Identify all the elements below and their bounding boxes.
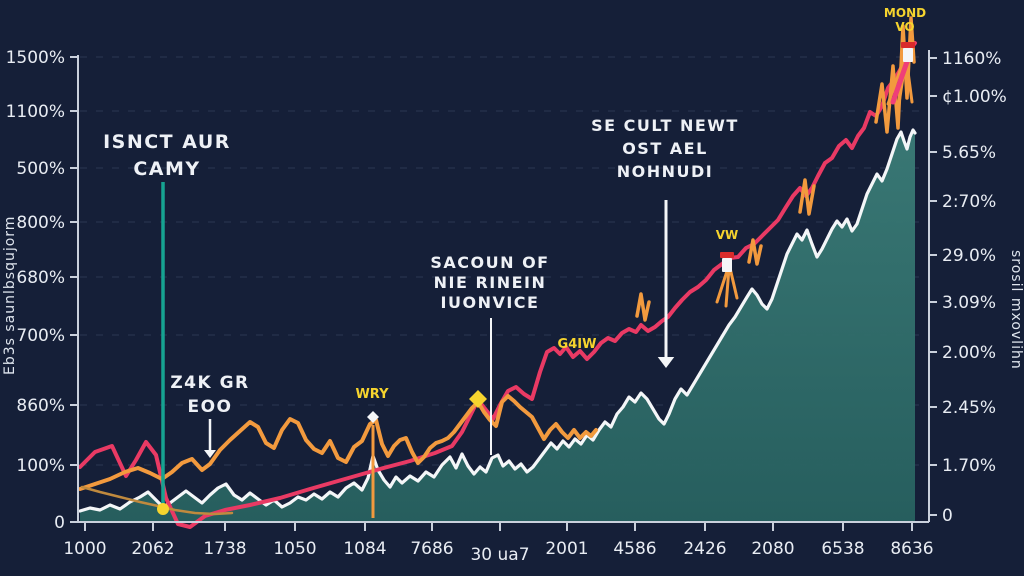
arrow-gr-head [204,450,216,458]
right-tick-label: 3.09% [942,293,996,313]
pink-arrow-stroke [890,53,912,105]
right-tick-label: 2.00% [942,343,996,363]
left-tick-label: 860% [16,396,65,416]
right-tick-label: 1.70% [942,456,996,476]
vw-flag-cap [720,252,734,258]
right-tick-label: 5.65% [942,143,996,163]
right-tick-label: ¢1.00% [942,87,1007,107]
flame-segment [798,178,816,216]
left-tick-label: 0 [54,513,65,533]
crimson-line [78,41,917,529]
orange-stroke [886,60,905,106]
right-axis-title: srosil mxovlihn [1008,250,1024,370]
x-tick-label: 1738 [203,539,246,559]
mond-flag-cap [901,42,915,48]
left-axis-title: Eb3s saunlbsqujorm [2,215,18,375]
label-wry: WRY [355,387,389,402]
right-tick-label: 2:70% [942,192,996,212]
x-tick-label: 2062 [131,539,174,559]
vw-flag-body [722,258,732,272]
label-g4iw: G4IW [558,337,597,352]
right-tick-label: 29.0% [942,246,996,266]
right-tick-label: 0 [942,506,953,526]
x-tick-label: 1050 [273,539,316,559]
area-fill [80,130,915,522]
mond-flag-body [903,48,913,62]
x-tick-label: 1084 [343,539,386,559]
orange-stroke [715,266,730,304]
x-tick-label: 6538 [821,539,864,559]
arrow-secult-head [657,357,675,368]
x-tick-label: 2426 [683,539,726,559]
x-tick-label: 4586 [613,539,656,559]
callout-left: ISNCT AUR CAMY [103,131,231,180]
left-tick-label: 1500% [6,48,65,68]
x-tick-label: 8636 [890,539,933,559]
orange-stroke [724,266,731,308]
orange-stroke [905,62,914,104]
left-tick-label: 680% [16,268,65,288]
left-tick-label: 500% [16,159,65,179]
label-vw: VW [716,228,739,242]
left-tick-label: 800% [16,213,65,233]
left-tick-label: 700% [16,326,65,346]
callout-mid: SACOUN OF NIE RINEIN IUONVICE [430,253,549,312]
left-tick-label: 1100% [6,102,65,122]
callout-gr: Z4K GR EOO [170,373,249,417]
label-mond: MOND VO [884,6,926,34]
yellow-dot-marker [157,503,169,515]
orange-stroke [728,266,739,300]
yellow-diamond-marker [469,390,487,408]
flame-segment [747,238,763,266]
x-tick-label: 2080 [751,539,794,559]
area-outline-line [78,128,917,513]
right-tick-label: 1160% [942,49,1001,69]
x-tick-label: 7686 [410,539,453,559]
left-tick-label: 100% [16,456,65,476]
white-diamond-marker [367,411,379,423]
x-tick-label: 1000 [63,539,106,559]
callout-right: SE CULT NEWT OST AEL NOHNUDI [591,116,739,181]
flame-segment [635,292,651,322]
x-tick-label: 30 ua7 [470,545,529,565]
x-tick-label: 2001 [545,539,588,559]
right-tick-label: 2.45% [942,398,996,418]
orange-line [78,394,598,491]
